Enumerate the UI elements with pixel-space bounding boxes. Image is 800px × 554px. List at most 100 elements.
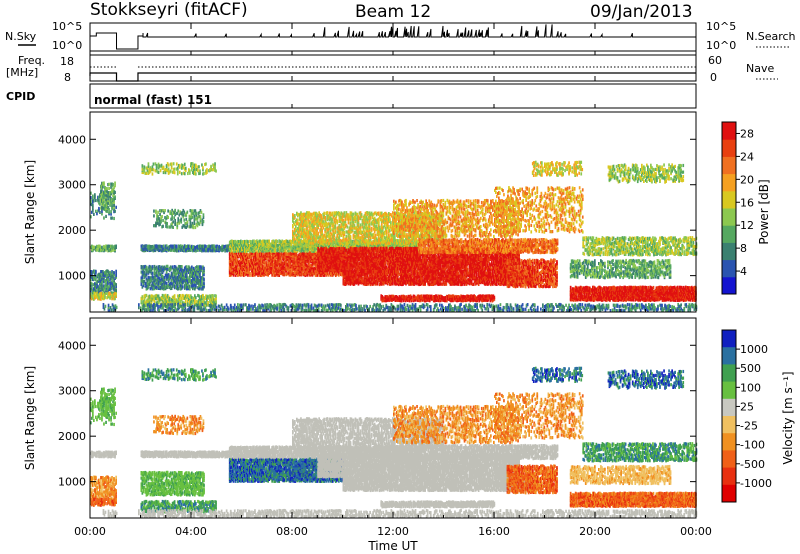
power-cell — [203, 172, 205, 175]
power-cell — [203, 282, 205, 285]
power-cell — [105, 215, 107, 218]
power-cell — [292, 224, 294, 227]
power-cell — [192, 216, 194, 219]
power-cell — [160, 169, 162, 172]
power-cell — [196, 212, 198, 215]
power-cell — [94, 292, 96, 295]
power-cell — [100, 274, 102, 277]
power-cell — [187, 220, 189, 223]
power-cell — [181, 265, 183, 268]
power-cell — [177, 209, 179, 212]
power-cell — [94, 193, 96, 196]
power-cell — [156, 164, 158, 167]
power-cell — [166, 225, 168, 228]
power-cell — [115, 283, 117, 286]
power-cell — [249, 272, 251, 275]
power-cell — [162, 225, 164, 228]
power-cell — [195, 172, 197, 175]
power-cell — [92, 195, 94, 198]
power-cell — [297, 219, 299, 222]
power-cell — [283, 272, 285, 275]
power-cell — [274, 248, 276, 251]
power-cell — [172, 220, 174, 223]
power-cell — [171, 216, 173, 219]
power-cell — [191, 296, 193, 299]
power-cell — [186, 265, 188, 268]
power-cell — [153, 163, 155, 166]
nave-right-tick-bottom: 0 — [710, 71, 717, 84]
power-cell — [115, 206, 117, 209]
power-cell — [159, 213, 161, 216]
power-cell — [114, 182, 116, 185]
power-cell — [203, 220, 205, 223]
power-cell — [298, 234, 300, 237]
power-cell — [301, 240, 303, 243]
power-cell — [95, 199, 97, 202]
power-cell — [169, 297, 171, 300]
power-cell — [115, 245, 117, 248]
power-cell — [174, 294, 176, 297]
nsky-left-tick-bottom: 10^0 — [52, 39, 82, 52]
power-cell — [306, 221, 308, 224]
power-cell — [291, 243, 293, 246]
power-cell — [103, 181, 105, 184]
power-cell — [191, 266, 193, 269]
power-cell — [192, 209, 194, 212]
power-cell — [99, 203, 101, 206]
power-cell — [331, 212, 333, 215]
power-cell — [111, 217, 113, 220]
power-cell — [276, 240, 278, 243]
power-cell — [144, 165, 146, 168]
power-cell — [174, 209, 176, 212]
power-cell — [173, 162, 175, 165]
power-cell — [156, 167, 158, 170]
beam-label: Beam 12 — [355, 2, 431, 22]
power-cell — [181, 172, 183, 175]
power-cell — [212, 294, 214, 297]
freq-left-tick-bottom: 8 — [64, 71, 71, 84]
power-cell — [185, 167, 187, 170]
power-cell — [153, 210, 155, 213]
nsearch-label: N.Search — [746, 30, 796, 43]
power-cell — [106, 187, 108, 190]
power-cell — [113, 204, 115, 207]
power-cell — [181, 297, 183, 300]
power-cell — [174, 171, 176, 174]
station-title: Stokkseyri (fitACF) — [90, 0, 248, 20]
power-cell — [294, 214, 296, 217]
power-cell — [92, 204, 94, 207]
power-cell — [114, 195, 116, 198]
power-cell — [103, 195, 105, 198]
power-cell — [215, 295, 217, 298]
power-cell — [174, 219, 176, 222]
power-cell — [148, 162, 150, 165]
power-cell — [215, 300, 217, 303]
power-cell — [168, 168, 170, 171]
power-cell — [205, 162, 207, 165]
power-scatter-data — [90, 161, 697, 313]
power-cell — [314, 227, 316, 230]
power-cell — [167, 209, 169, 212]
radar-summary-plot: Stokkseyri (fitACF) Beam 12 09/Jan/2013 … — [0, 0, 800, 554]
power-cell — [95, 270, 97, 273]
power-cell — [161, 215, 163, 218]
power-cell — [146, 266, 148, 269]
cpid-panel: CPID normal (fast) 151 — [6, 84, 696, 108]
power-cell — [203, 267, 205, 270]
power-cell — [91, 282, 93, 285]
power-cell — [182, 285, 184, 288]
cpid-text: normal (fast) 151 — [94, 93, 212, 107]
power-cell — [114, 191, 116, 194]
power-cell — [320, 214, 322, 217]
power-cell — [202, 166, 204, 169]
power-cell — [153, 214, 155, 217]
date-label: 09/Jan/2013 — [590, 2, 693, 22]
power-cell — [171, 166, 173, 169]
power-cell — [194, 222, 196, 225]
power-cell — [310, 232, 312, 235]
power-cell — [189, 287, 191, 290]
power-cell — [111, 279, 113, 282]
power-cell — [172, 265, 174, 268]
power-cell — [247, 240, 249, 243]
cpid-label: CPID — [6, 90, 35, 103]
